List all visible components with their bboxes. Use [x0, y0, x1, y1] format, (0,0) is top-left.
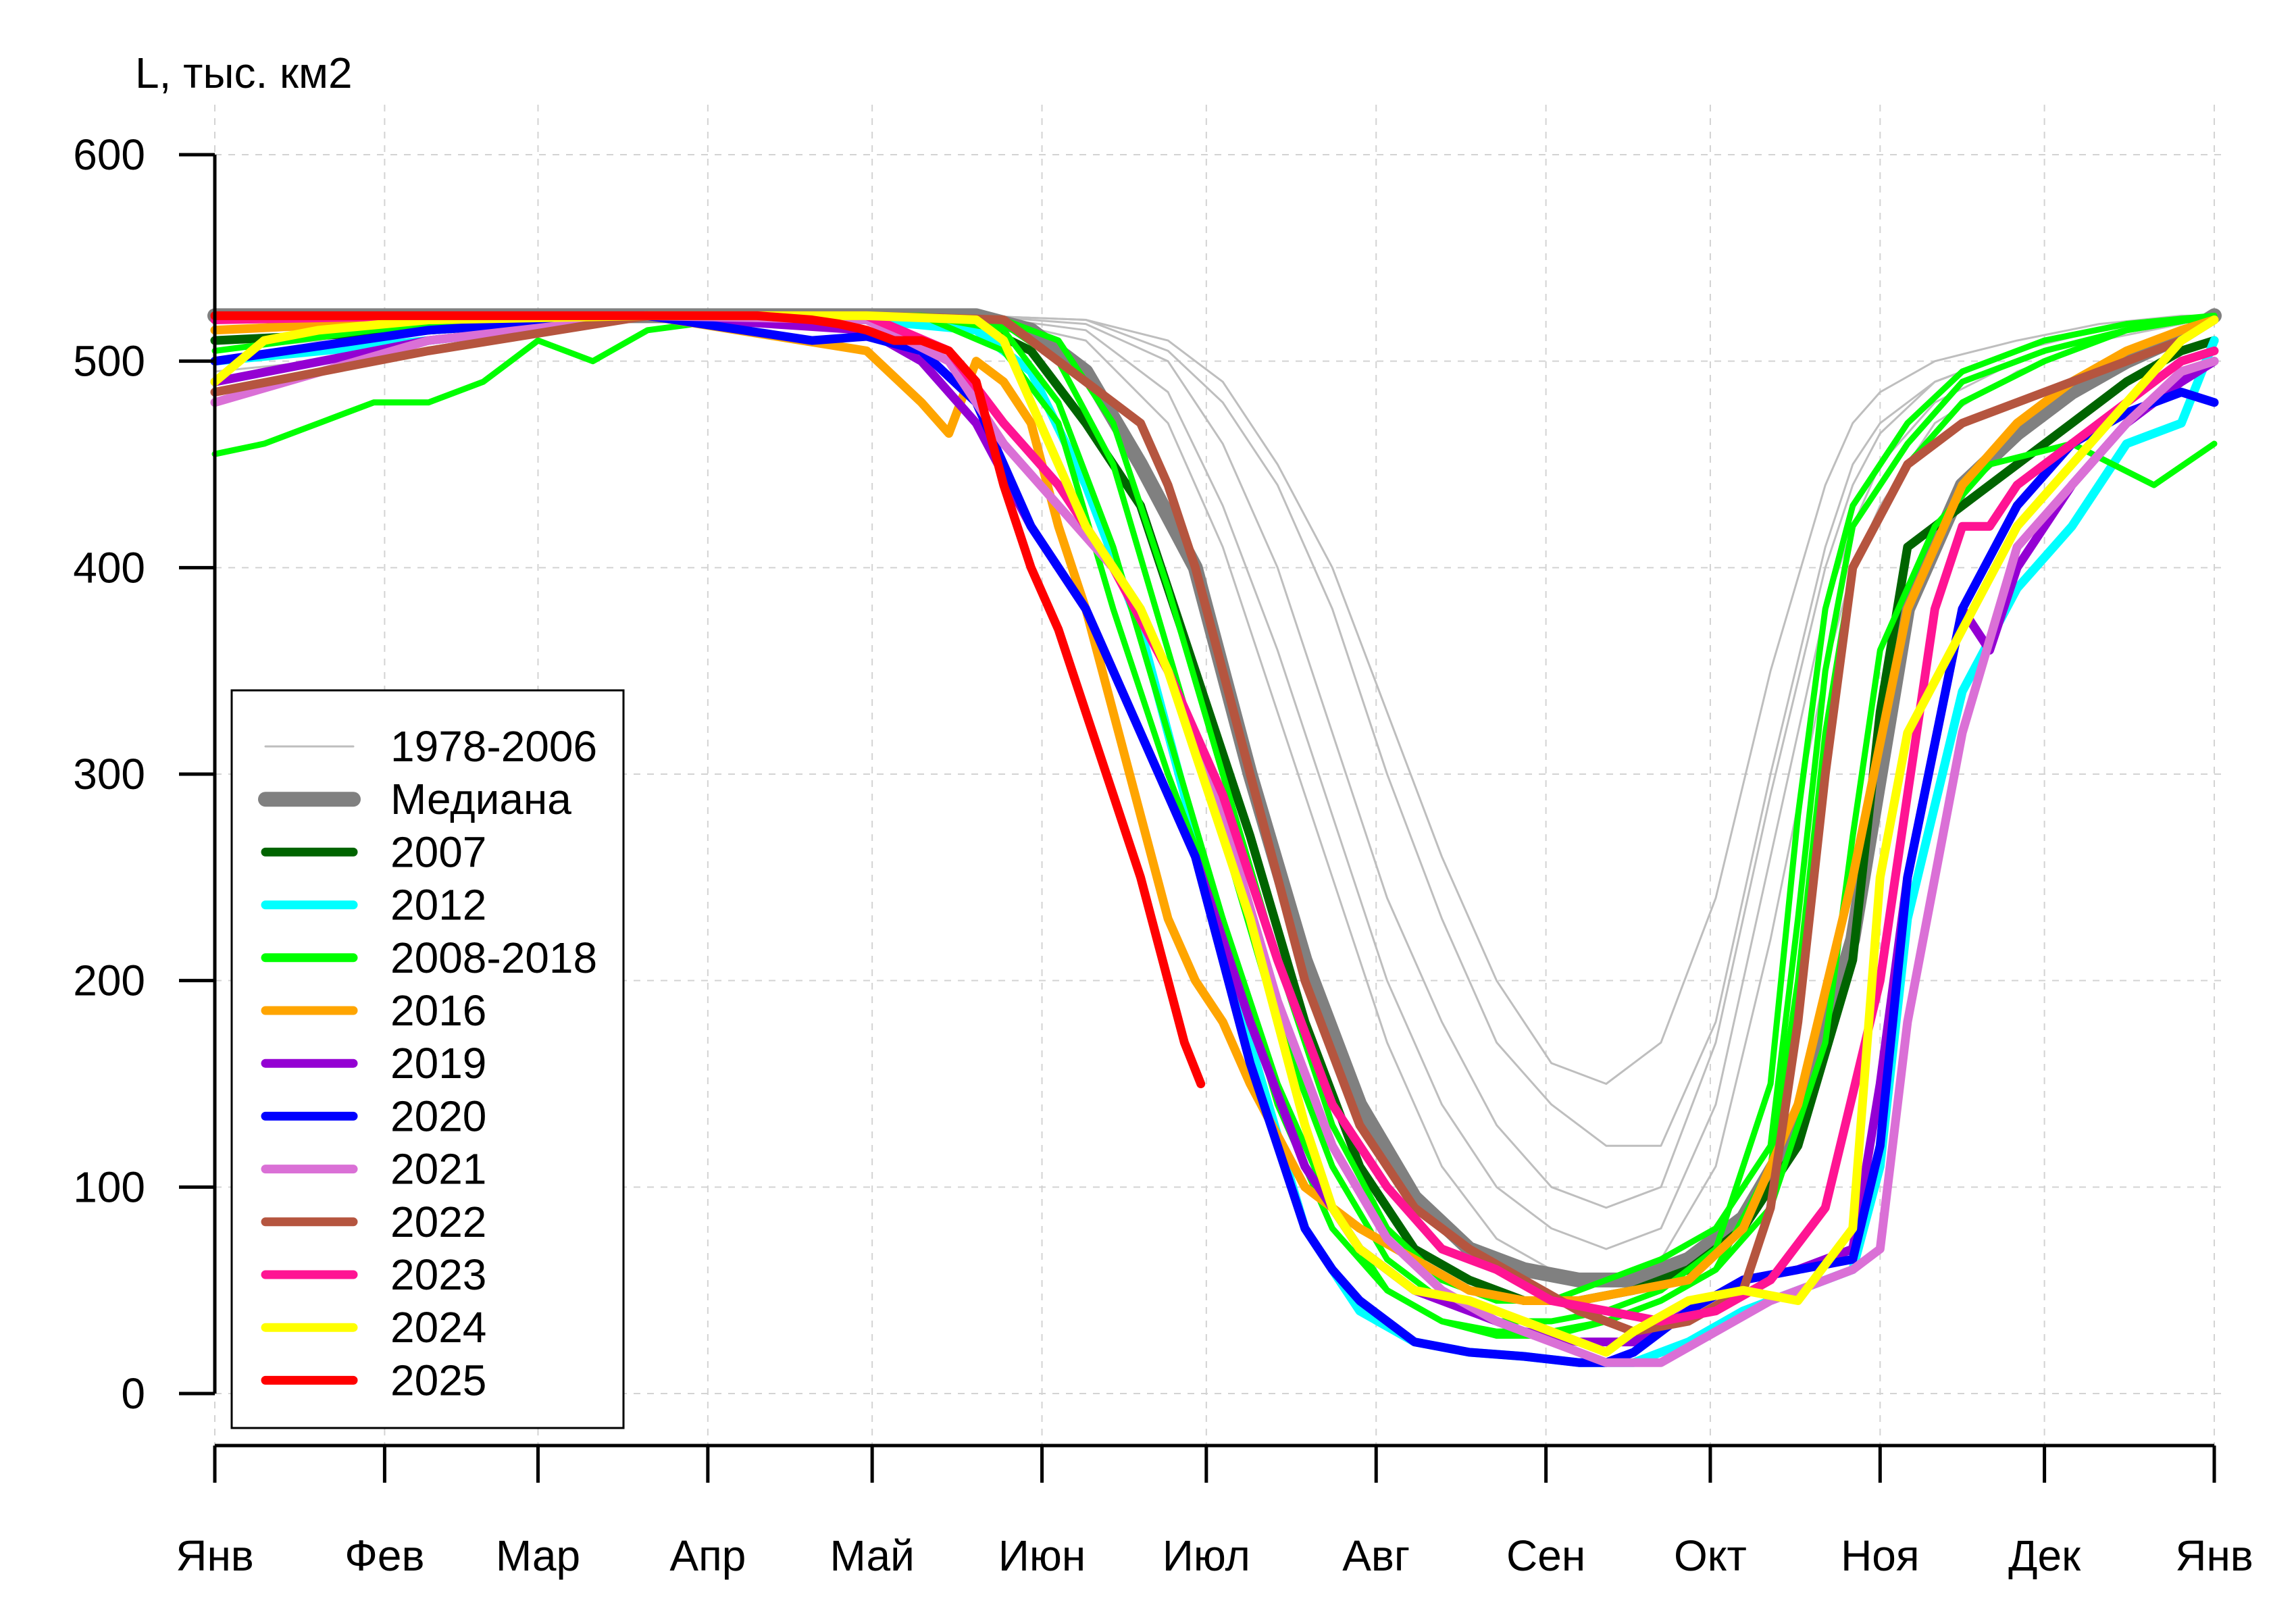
legend-label: 2007	[390, 827, 486, 876]
series-line-2024	[210, 311, 2219, 1357]
x-tick-label: Янв	[2175, 1531, 2253, 1580]
legend-label: 2025	[390, 1356, 486, 1404]
series-line-2025	[210, 311, 1206, 1088]
x-tick-label: Окт	[1674, 1531, 1747, 1580]
legend-label: 2020	[390, 1092, 486, 1140]
grid-lines	[214, 105, 2222, 1446]
x-tick-label: Авг	[1342, 1531, 1410, 1580]
legend-label: 2019	[390, 1039, 486, 1088]
x-tick-label: Апр	[669, 1531, 746, 1580]
y-tick-label: 600	[73, 130, 145, 179]
y-tick-label: 200	[73, 956, 145, 1005]
x-tick-label: Июл	[1163, 1531, 1250, 1580]
y-axis-label: L, тыс. км2	[135, 49, 353, 97]
series-line-2008-2018	[211, 312, 2218, 1335]
x-tick-label: Дек	[2008, 1531, 2081, 1580]
legend-label: 2008-2018	[390, 934, 597, 982]
x-tick-label: Фев	[345, 1531, 424, 1580]
y-tick-label: 400	[73, 543, 145, 592]
legend-label: 2023	[390, 1250, 486, 1299]
legend-label: 2024	[390, 1303, 486, 1352]
series-line-2023	[210, 311, 2219, 1326]
x-tick-label: Май	[830, 1531, 914, 1580]
y-tick-label: 500	[73, 337, 145, 386]
x-tick-label: Июн	[998, 1531, 1086, 1580]
legend-label: 1978-2006	[390, 722, 597, 771]
x-tick-label: Янв	[176, 1531, 254, 1580]
legend-label: 2021	[390, 1145, 486, 1194]
y-tick-label: 100	[73, 1163, 145, 1211]
series-line-2022	[210, 311, 2219, 1336]
legend-label: 2016	[390, 986, 486, 1035]
legend-label: 2022	[390, 1198, 486, 1246]
x-tick-label: Ноя	[1841, 1531, 1919, 1580]
x-tick-label: Сен	[1506, 1531, 1585, 1580]
y-tick-label: 300	[73, 750, 145, 798]
y-tick-label: 0	[121, 1369, 145, 1418]
legend-label: 2012	[390, 881, 486, 929]
axes: 0 100 200 300 400 500 600 Янв Фев Мар Апр Май Июн Июл…	[73, 130, 2253, 1580]
plot-area	[207, 308, 2222, 1367]
legend-label: Медиана	[390, 775, 571, 823]
series-line-2021	[210, 311, 2219, 1367]
x-tick-label: Мар	[496, 1531, 580, 1580]
